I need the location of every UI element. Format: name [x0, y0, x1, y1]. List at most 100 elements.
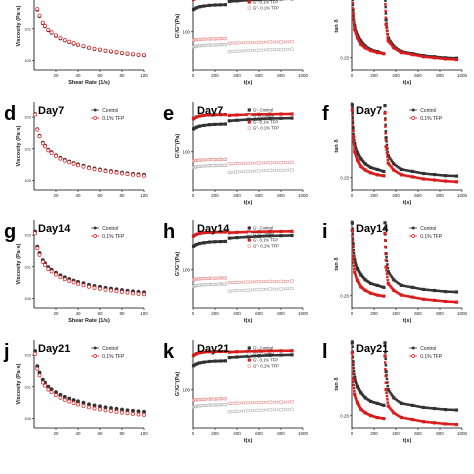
- data-point: [35, 7, 40, 11]
- data-point: [279, 234, 283, 238]
- data-point: [237, 41, 241, 45]
- data-point: [234, 289, 237, 292]
- data-point: [253, 280, 256, 284]
- data-point: [286, 234, 289, 237]
- data-point: [244, 118, 248, 121]
- data-point: [264, 280, 267, 283]
- data-point: [71, 280, 76, 285]
- data-point: [264, 288, 267, 291]
- data-point: [384, 16, 388, 19]
- data-point: [350, 103, 354, 107]
- data-point: [381, 169, 384, 173]
- data-point: [248, 350, 252, 353]
- data-point: [277, 161, 281, 164]
- data-point: [363, 168, 366, 171]
- data-point: [87, 284, 91, 289]
- data-point: [284, 400, 287, 404]
- data-point: [443, 174, 448, 178]
- data-point: [251, 41, 254, 44]
- data-point: [284, 112, 287, 116]
- x-tick-label: 0: [351, 431, 354, 436]
- data-point: [49, 269, 54, 274]
- data-point: [454, 408, 459, 412]
- data-point: [33, 351, 38, 356]
- data-point: [67, 278, 72, 283]
- data-point: [114, 50, 119, 55]
- data-point: [381, 285, 384, 289]
- data-point: [76, 281, 80, 286]
- data-point: [244, 170, 248, 173]
- data-point: [207, 37, 210, 41]
- data-point: [398, 283, 402, 286]
- data-point: [355, 34, 359, 38]
- data-point: [264, 169, 267, 172]
- series-g-control: [191, 353, 294, 368]
- data-point: [351, 2, 355, 5]
- data-point: [351, 367, 355, 370]
- series-g-control: [191, 403, 294, 414]
- data-point: [246, 235, 250, 239]
- data-point: [255, 113, 259, 116]
- data-point: [288, 116, 292, 120]
- data-point: [398, 50, 402, 53]
- data-point: [279, 112, 283, 116]
- data-point: [223, 240, 226, 243]
- data-point: [420, 297, 423, 301]
- data-point: [352, 18, 356, 22]
- panel-letter: c: [322, 0, 333, 5]
- data-point: [37, 134, 42, 139]
- data-point: [242, 230, 245, 234]
- x-tick-label: 60: [97, 311, 103, 316]
- legend-marker: [93, 346, 97, 350]
- data-point: [351, 116, 355, 119]
- x-tick-label: 800: [436, 193, 444, 198]
- x-axis-label: Shear Rate (1/s): [68, 318, 110, 324]
- data-point: [212, 43, 216, 47]
- data-point: [201, 37, 205, 41]
- data-point: [266, 161, 270, 164]
- data-point: [266, 230, 270, 233]
- data-point: [281, 117, 285, 120]
- data-point: [363, 45, 366, 49]
- data-point: [417, 287, 421, 290]
- data-point: [201, 158, 205, 162]
- data-point: [142, 412, 146, 417]
- data-point: [421, 420, 426, 424]
- data-point: [277, 40, 281, 44]
- data-point: [415, 171, 419, 174]
- data-point: [383, 118, 387, 122]
- legend-label: Control: [102, 226, 118, 232]
- x-tick-label: 0: [351, 73, 354, 78]
- data-point: [351, 12, 355, 16]
- y-tick-label: 100: [182, 29, 190, 34]
- x-tick-label: 1000: [298, 431, 309, 436]
- data-point: [58, 395, 63, 400]
- y-tick-label: 100: [24, 58, 31, 63]
- y-tick-label: 101: [24, 146, 31, 151]
- data-point: [351, 0, 355, 2]
- data-point: [218, 403, 221, 407]
- series-g-0-1-tfp: [191, 397, 294, 405]
- data-point: [251, 0, 254, 2]
- data-point: [218, 164, 221, 167]
- data-point: [212, 403, 216, 407]
- data-point: [454, 57, 459, 62]
- data-point: [248, 235, 252, 239]
- y-tick-label: 102: [24, 233, 31, 238]
- data-point: [62, 158, 67, 163]
- x-tick-label: 1000: [298, 193, 309, 198]
- data-point: [266, 112, 270, 116]
- data-point: [253, 41, 256, 44]
- series-0-1-tfp: [33, 231, 146, 297]
- data-point: [81, 283, 86, 288]
- legend-marker: [247, 0, 251, 4]
- data-point: [426, 406, 430, 410]
- data-point: [207, 164, 210, 168]
- data-point: [234, 162, 237, 165]
- data-point: [67, 399, 72, 404]
- data-point: [351, 372, 355, 375]
